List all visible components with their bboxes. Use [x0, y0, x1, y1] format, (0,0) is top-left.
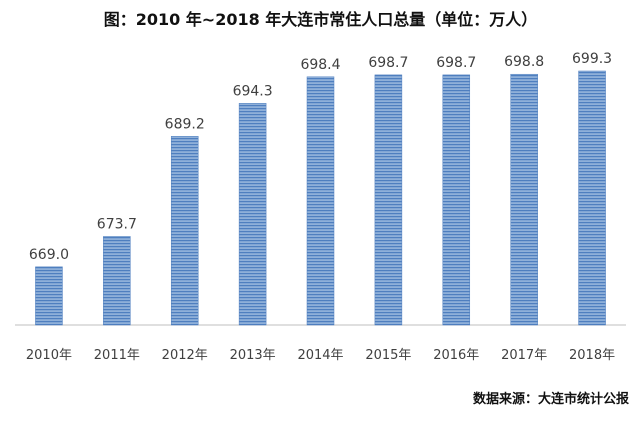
x-tick-label-2014年: 2014年 [297, 348, 343, 363]
x-tick-label-2012年: 2012年 [162, 348, 208, 363]
value-label-2015年: 698.7 [368, 55, 408, 71]
x-tick-label-2018年: 2018年 [569, 348, 615, 363]
x-tick-label-2016年: 2016年 [433, 348, 479, 363]
value-label-2017年: 698.8 [504, 54, 544, 70]
bar-2013年 [238, 103, 267, 326]
chart-title: 图：2010 年~2018 年大连市常住人口总量（单位：万人） [103, 10, 538, 29]
value-label-2016年: 698.7 [436, 55, 476, 71]
bar-2017年 [510, 73, 538, 326]
x-tick-label-2011年: 2011年 [94, 348, 140, 363]
x-tick-label-2015年: 2015年 [365, 348, 411, 363]
value-label-2010年: 669.0 [29, 247, 69, 263]
value-label-2011年: 673.7 [97, 216, 137, 232]
value-label-2014年: 698.4 [300, 57, 340, 73]
bar-2010年 [35, 266, 63, 326]
value-label-2013年: 694.3 [233, 83, 273, 99]
bar-2018年 [578, 70, 606, 326]
bar-2014年 [306, 76, 335, 326]
x-tick-label-2017年: 2017年 [501, 348, 547, 363]
value-label-2018年: 699.3 [572, 51, 612, 67]
bar-2012年 [170, 136, 199, 326]
source-note: 数据来源：大连市统计公报 [472, 392, 629, 407]
x-tick-label-2010年: 2010年 [26, 348, 72, 363]
bar-2015年 [374, 74, 403, 326]
bar-2016年 [442, 74, 471, 326]
value-label-2012年: 689.2 [165, 116, 205, 132]
x-tick-label-2013年: 2013年 [230, 348, 276, 363]
bar-2011年 [103, 236, 131, 326]
